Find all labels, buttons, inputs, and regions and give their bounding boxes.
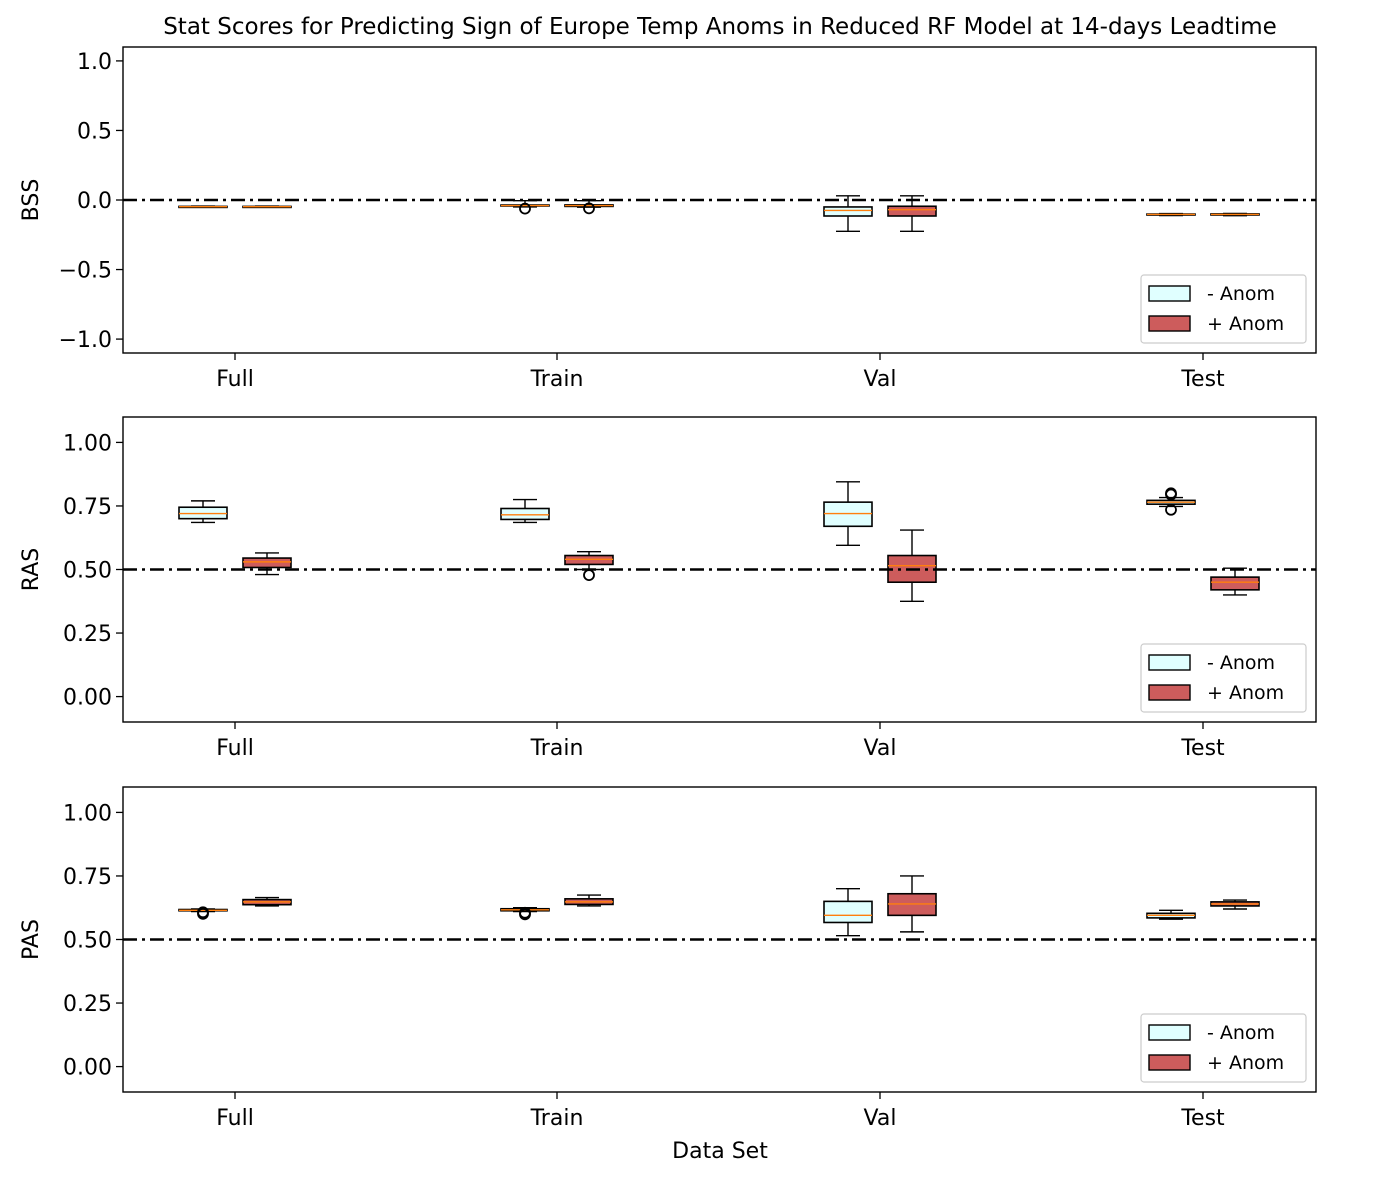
- box-ras-train-neg: [500, 498, 550, 524]
- panel-pas: 0.00 0.25 0.50 0.75 1.00 PAS Full Train Val Test -…: [19, 786, 1317, 1131]
- legend-label: - Anom: [1207, 1022, 1275, 1044]
- y-tick-label: −0.5: [59, 259, 112, 284]
- x-tick-label: Full: [216, 736, 254, 761]
- y-tick-label: 0.00: [63, 1056, 112, 1081]
- box-iqr: [1210, 576, 1260, 591]
- box-ras-val-pos: [887, 529, 937, 602]
- outlier-point: [1165, 487, 1177, 500]
- x-tick-label: Val: [864, 1106, 897, 1131]
- box-ras-full-pos: [242, 552, 292, 576]
- box-bss-full-neg: [178, 205, 228, 209]
- panel-ras: 0.00 0.25 0.50 0.75 1.00 RAS Full Train Val Test -…: [19, 416, 1317, 761]
- x-tick-label: Train: [530, 367, 584, 392]
- box-bss-test-neg: [1146, 212, 1196, 217]
- outlier-point: [1165, 503, 1177, 516]
- x-tick-label: Full: [216, 367, 254, 392]
- x-tick-label: Full: [216, 1106, 254, 1131]
- legend-swatch: [1148, 1024, 1191, 1041]
- y-tick-label: 0.50: [63, 929, 112, 954]
- box-ras-test-neg: [1146, 487, 1196, 516]
- legend: - Anom + Anom: [1140, 274, 1307, 344]
- box-ras-train-pos: [564, 551, 614, 581]
- box-ras-test-pos: [1210, 567, 1260, 596]
- box-ras-val-neg: [823, 481, 873, 547]
- box-iqr: [823, 206, 873, 217]
- outlier-point: [583, 202, 595, 215]
- box-bss-test-pos: [1210, 212, 1260, 217]
- outlier-point: [583, 569, 595, 581]
- y-tick-label: 0.75: [63, 865, 112, 890]
- box-bss-full-pos: [242, 205, 292, 209]
- box-bss-train-neg: [500, 199, 550, 215]
- y-tick-label: 0.00: [63, 686, 112, 711]
- x-tick-label: Test: [1180, 736, 1225, 761]
- legend: - Anom + Anom: [1140, 643, 1307, 713]
- box-iqr: [500, 507, 550, 521]
- y-tick-label: 0.25: [63, 622, 112, 647]
- y-tick-label: 0.75: [63, 495, 112, 520]
- x-tick-label: Train: [530, 736, 584, 761]
- box-iqr: [823, 900, 873, 924]
- legend-swatch: [1148, 684, 1191, 701]
- y-tick-label: −1.0: [59, 328, 112, 353]
- axes-frame: [122, 416, 1317, 723]
- box-pas-full-pos: [242, 896, 292, 907]
- legend-label: - Anom: [1207, 652, 1275, 674]
- legend-label: + Anom: [1207, 313, 1284, 335]
- box-pas-train-neg: [500, 906, 550, 921]
- y-axis-label: RAS: [19, 548, 44, 591]
- panel-bss: −1.0 −0.5 0.0 0.5 1.0 BSS Full Train Val Test - An…: [19, 46, 1317, 392]
- x-tick-label: Val: [864, 736, 897, 761]
- x-tick-label: Train: [530, 1106, 584, 1131]
- y-tick-label: 1.0: [77, 50, 112, 75]
- box-bss-val-pos: [887, 195, 937, 232]
- legend: - Anom + Anom: [1140, 1013, 1307, 1083]
- y-tick-label: 0.0: [77, 189, 112, 214]
- box-iqr: [242, 557, 292, 569]
- axes-frame: [122, 46, 1317, 354]
- legend-label: + Anom: [1207, 682, 1284, 704]
- box-pas-val-pos: [887, 875, 937, 933]
- x-tick-label: Test: [1180, 1106, 1225, 1131]
- box-pas-train-pos: [564, 894, 614, 907]
- y-axis-label: BSS: [19, 179, 44, 222]
- box-bss-train-pos: [564, 199, 614, 215]
- box-pas-full-neg: [178, 906, 228, 920]
- legend-swatch: [1148, 1054, 1191, 1071]
- box-pas-test-neg: [1146, 909, 1196, 920]
- y-tick-label: 0.25: [63, 992, 112, 1017]
- chart-title: Stat Scores for Predicting Sign of Europ…: [163, 14, 1277, 40]
- box-iqr: [887, 205, 937, 217]
- box-bss-val-neg: [823, 195, 873, 232]
- x-tick-label: Test: [1180, 367, 1225, 392]
- box-ras-full-neg: [178, 500, 228, 524]
- legend-swatch: [1148, 285, 1191, 302]
- y-tick-label: 0.5: [77, 119, 112, 144]
- legend-swatch: [1148, 654, 1191, 671]
- y-axis-label: PAS: [19, 919, 44, 960]
- outlier-point: [519, 202, 531, 215]
- box-pas-test-pos: [1210, 899, 1260, 910]
- legend-label: + Anom: [1207, 1052, 1284, 1074]
- y-tick-label: 0.50: [63, 559, 112, 584]
- axes-frame: [122, 786, 1317, 1093]
- legend-swatch: [1148, 315, 1191, 332]
- legend-label: - Anom: [1207, 283, 1275, 305]
- y-tick-label: 1.00: [63, 431, 112, 456]
- y-tick-label: 1.00: [63, 801, 112, 826]
- outlier-point: [519, 906, 531, 919]
- box-pas-val-neg: [823, 887, 873, 937]
- x-axis-label: Data Set: [672, 1139, 768, 1164]
- outlier-point: [197, 906, 209, 919]
- x-tick-label: Val: [864, 367, 897, 392]
